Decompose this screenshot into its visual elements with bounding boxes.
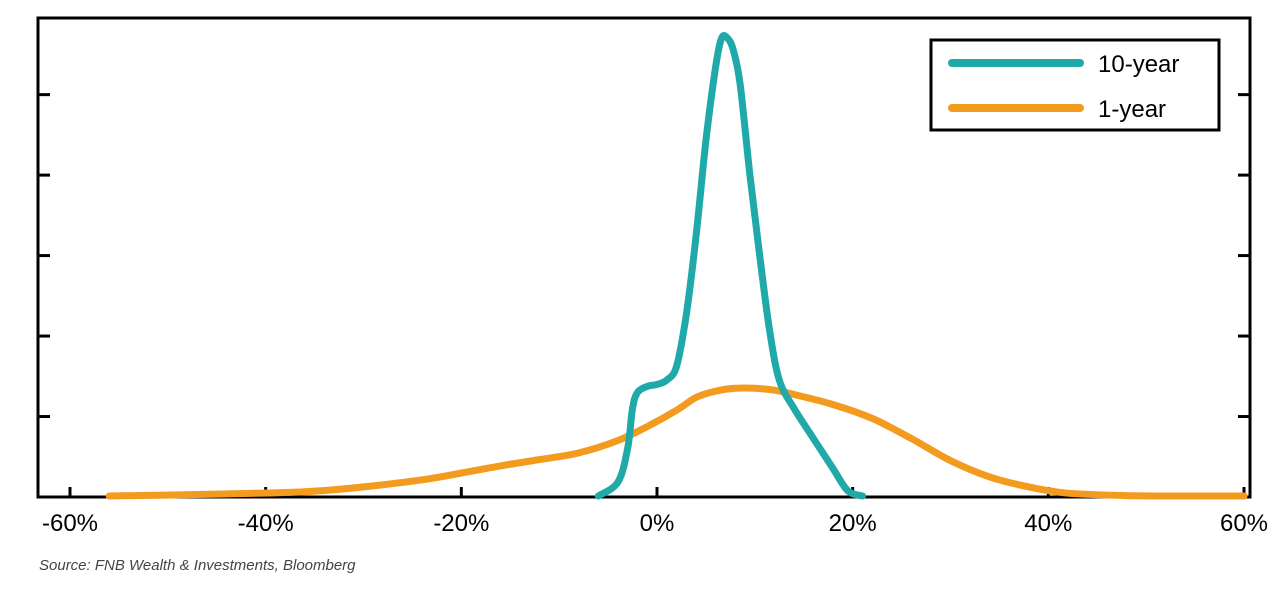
- legend: 10-year 1-year: [929, 38, 1221, 132]
- legend-box: [929, 38, 1221, 132]
- x-tick-label-2: -20%: [433, 510, 489, 537]
- legend-label-10-year: 10-year: [1098, 51, 1179, 78]
- x-tick-label-1: -40%: [238, 510, 294, 537]
- legend-label-1-year: 1-year: [1098, 96, 1166, 123]
- series-line-1-year: [105, 384, 1248, 500]
- series-layer: [105, 32, 1248, 500]
- x-tick-label-6: 60%: [1220, 510, 1268, 537]
- x-tick-label-0: -60%: [42, 510, 98, 537]
- source-note: Source: FNB Wealth & Investments, Bloomb…: [39, 557, 356, 574]
- x-axis-ticks: -60% -40% -20% 0% 20% 40% 60%: [42, 487, 1268, 537]
- x-tick-label-4: 20%: [829, 510, 877, 537]
- x-tick-label-3: 0%: [640, 510, 675, 537]
- y-axis-ticks: [38, 93, 1250, 419]
- x-tick-label-5: 40%: [1024, 510, 1072, 537]
- series-line-10-year: [594, 32, 866, 500]
